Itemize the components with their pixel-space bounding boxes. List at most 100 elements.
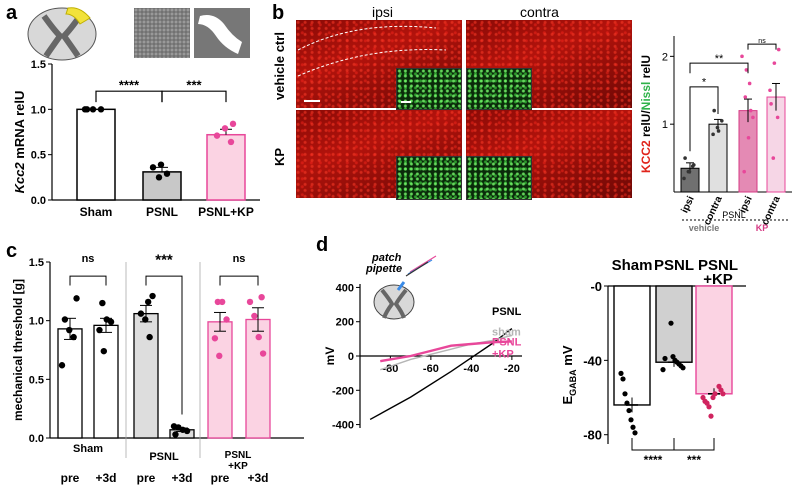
data-point [73, 295, 80, 302]
egaba-sub: GABA [568, 369, 578, 396]
trace-label-psnl-kp-1: PSNL [492, 337, 522, 349]
nissl-inset-vehicle-ipsi [396, 68, 462, 110]
nissl-inset-kp-contra [466, 156, 532, 200]
data-point [744, 68, 749, 72]
y-label-nissl: Nissl [639, 82, 653, 111]
data-point [712, 391, 718, 397]
x-tick-label: pre [137, 471, 156, 485]
sig-bracket [673, 438, 715, 451]
group-label-psnlkp-1: PSNL [225, 450, 252, 461]
bar [695, 285, 733, 395]
trace-label-psnl-kp-2: +KP [492, 349, 514, 361]
y-axis-label: mV [323, 347, 337, 366]
y-tick-label: 0.0 [29, 433, 44, 445]
x-tick-label: +3d [95, 471, 116, 485]
y-axis-label: KCC2 relU/Nissl relU [639, 55, 653, 173]
data-point [66, 326, 73, 334]
egaba-title-psnlkp-2: +KP [703, 271, 733, 288]
data-point [769, 102, 773, 106]
sig-bracket [219, 275, 259, 286]
x-tick-label: -60 [423, 363, 439, 375]
data-point [83, 106, 91, 113]
bar [206, 133, 246, 201]
data-point [149, 292, 156, 300]
x-tick-label: PSNL [146, 205, 178, 219]
patch-label-1: patch [372, 252, 402, 264]
x-tick-label: pre [211, 471, 230, 485]
iv-trace-2 [380, 334, 513, 371]
data-point [626, 407, 632, 414]
bar [613, 285, 651, 406]
micro-row-label-kp: KP [272, 147, 287, 166]
y-axis-label-gene: Kcc2 [12, 162, 27, 194]
data-point [255, 333, 262, 341]
y-tick-label: 2 [662, 51, 668, 63]
y-tick-label: 1.5 [29, 257, 44, 269]
sig-label: **** [119, 77, 140, 92]
nissl-inset-kp-ipsi [396, 156, 462, 200]
micrograph-dorsal-horn-mask [194, 8, 250, 58]
egaba-e: E [560, 396, 575, 405]
nissl-inset-vehicle-contra [466, 68, 532, 110]
data-point [103, 316, 110, 323]
sig-label: *** [687, 453, 701, 467]
micro-col-label-contra: contra [520, 4, 559, 20]
data-point [683, 156, 687, 160]
data-point [682, 176, 686, 181]
egaba-unit: mV [560, 345, 575, 369]
y-tick-label: 0.5 [31, 150, 46, 162]
data-point [715, 125, 720, 130]
sig-bracket [145, 275, 183, 415]
egaba-title-psnlkp-1: PSNL [698, 257, 738, 274]
x-tick-label: PSNL+KP [198, 205, 254, 219]
x-tick-label: -20 [504, 363, 520, 375]
trace-label-psnl: PSNL [492, 306, 522, 318]
data-point [776, 47, 781, 52]
data-point [99, 299, 106, 307]
data-point [163, 170, 171, 177]
x-tick-label: pre [61, 471, 80, 485]
data-point [740, 54, 744, 59]
panel-label-b: b [272, 2, 285, 24]
sig-label: ** [715, 53, 724, 65]
psnl-label: PSNL [722, 210, 746, 220]
data-point [711, 132, 715, 137]
data-point [58, 362, 66, 369]
data-point [223, 316, 230, 323]
x-tick-label: -40 [463, 363, 479, 375]
data-point [157, 161, 165, 168]
data-point [251, 312, 258, 320]
data-point [622, 391, 628, 397]
scale-bar [304, 100, 320, 102]
data-point [620, 376, 626, 382]
data-point [632, 430, 638, 436]
group-label-psnlkp-2: +KP [228, 461, 248, 472]
data-point [628, 417, 634, 423]
data-point [211, 335, 219, 342]
data-point [771, 156, 776, 160]
data-point [680, 365, 686, 371]
data-point [149, 164, 157, 171]
y-tick-label: -80 [583, 428, 602, 443]
sig-bracket [689, 86, 719, 152]
sig-label: *** [155, 252, 173, 268]
data-point [89, 106, 97, 113]
data-point [246, 298, 254, 306]
y-tick-label: 0.0 [31, 195, 46, 207]
data-point [716, 129, 721, 133]
y-tick-label: -40 [583, 353, 602, 368]
data-point [692, 163, 696, 167]
sig-label: ns [233, 253, 246, 265]
group-label-sham: Sham [73, 443, 103, 455]
y-axis-label: EGABA mV [560, 345, 578, 404]
bar [93, 324, 119, 439]
data-point [216, 352, 223, 360]
y-tick-label: 1 [662, 119, 668, 131]
data-point [668, 320, 674, 326]
bar [207, 321, 233, 439]
data-point [70, 333, 77, 341]
y-label-mid: relU/ [639, 110, 653, 141]
